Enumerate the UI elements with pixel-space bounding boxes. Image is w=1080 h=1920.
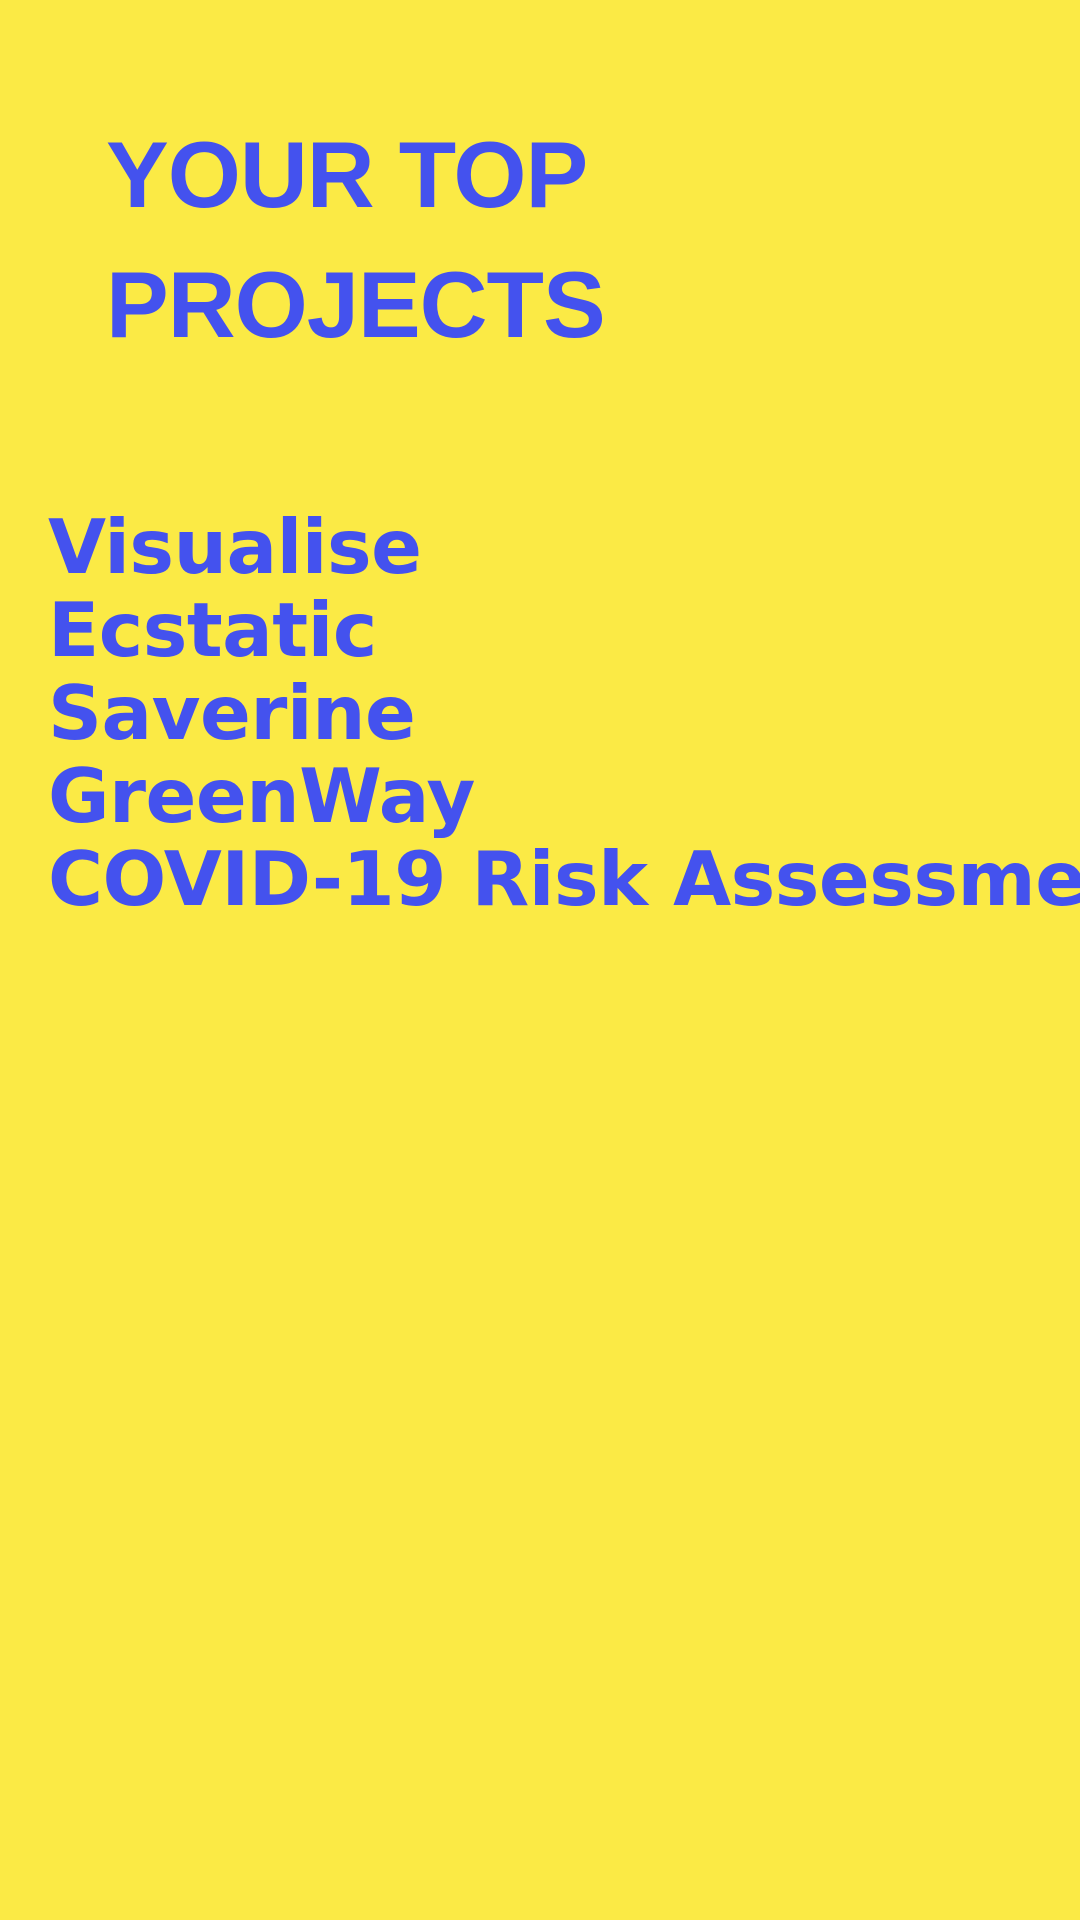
project-list: Visualise Ecstatic Saverine GreenWay COV… — [48, 506, 1080, 921]
project-item-visualise: Visualise — [48, 506, 422, 591]
project-item-ecstatic: Ecstatic — [48, 586, 377, 674]
title-line-1: YOUR TOP — [106, 122, 588, 227]
project-item-greenway: GreenWay — [48, 752, 475, 840]
title-line-2: PROJECTS — [106, 252, 606, 357]
project-item-saverine: Saverine — [48, 669, 416, 757]
page-title: YOUR TOP PROJECTS — [106, 110, 1006, 370]
project-item-covid-risk-assessment: COVID-19 Risk Assessme — [48, 835, 1080, 921]
